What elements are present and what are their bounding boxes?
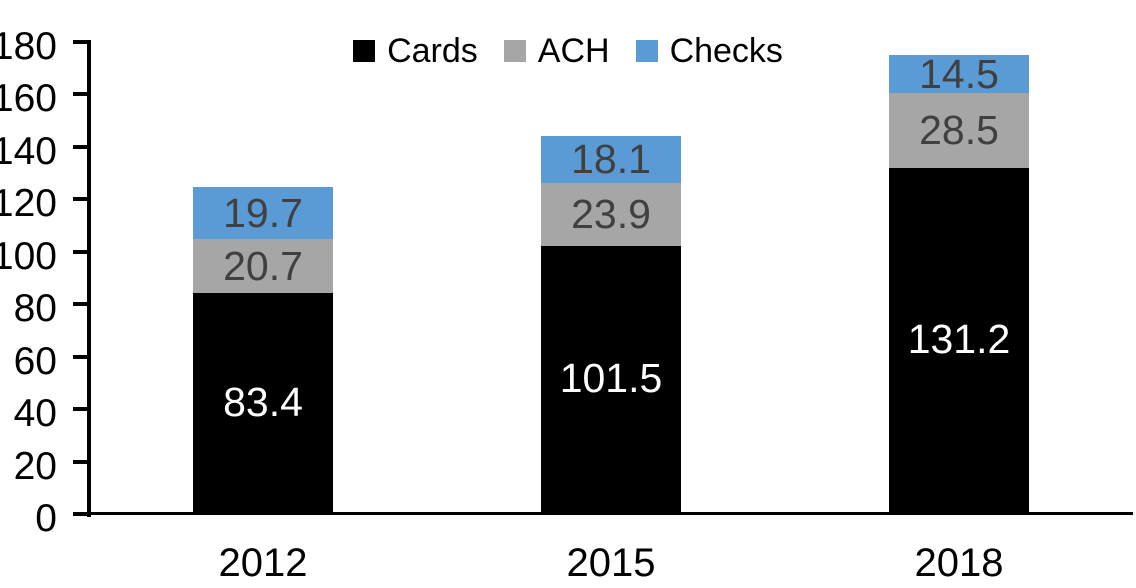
legend-item-checks: Checks bbox=[635, 32, 783, 70]
legend-item-ach: ACH bbox=[503, 32, 610, 70]
y-axis-tick bbox=[73, 302, 87, 307]
y-axis-tick bbox=[73, 354, 87, 359]
y-axis-tick-label: 40 bbox=[13, 392, 57, 436]
y-axis-tick bbox=[73, 197, 87, 202]
bar-segment-ach-2012: 20.7 bbox=[193, 239, 333, 294]
x-axis-category-label: 2015 bbox=[566, 541, 656, 585]
y-axis-tick bbox=[73, 512, 87, 516]
y-axis-tick-label: 0 bbox=[35, 497, 57, 540]
bar-value-label: 28.5 bbox=[919, 107, 999, 154]
y-axis-tick-label: 60 bbox=[13, 339, 57, 383]
bar-segment-cards-2015: 101.5 bbox=[541, 245, 681, 512]
x-axis-category-label: 2018 bbox=[914, 541, 1004, 585]
bar-segment-ach-2018: 28.5 bbox=[889, 93, 1029, 168]
y-axis-tick bbox=[73, 40, 87, 44]
y-axis-tick-label: 160 bbox=[0, 77, 57, 121]
bar-value-label: 20.7 bbox=[223, 242, 303, 289]
y-axis-tick bbox=[73, 459, 87, 464]
bar-value-label: 14.5 bbox=[919, 50, 999, 97]
y-axis-tick bbox=[73, 249, 87, 254]
y-axis-tick bbox=[73, 144, 87, 149]
y-axis-tick-label: 100 bbox=[0, 234, 57, 278]
y-axis-tick-label: 20 bbox=[13, 444, 57, 488]
y-axis-tick bbox=[73, 407, 87, 412]
bar-value-label: 131.2 bbox=[907, 316, 1011, 363]
y-axis-tick bbox=[73, 92, 87, 97]
x-axis-line bbox=[87, 512, 1133, 515]
y-axis-line bbox=[87, 40, 91, 517]
x-axis-category-label: 2012 bbox=[218, 541, 308, 585]
bar-value-label: 83.4 bbox=[223, 379, 303, 426]
bar-value-label: 19.7 bbox=[223, 189, 303, 236]
legend-item-cards: Cards bbox=[353, 34, 478, 68]
y-axis-tick-label: 80 bbox=[13, 287, 57, 331]
legend-label: ACH bbox=[537, 32, 610, 70]
bar-value-label: 101.5 bbox=[559, 355, 663, 402]
bar-value-label: 18.1 bbox=[571, 135, 651, 182]
y-axis-tick-label: 180 bbox=[0, 25, 57, 68]
legend-label: Checks bbox=[669, 32, 783, 70]
bar-segment-checks-2015: 18.1 bbox=[541, 135, 681, 184]
y-axis-tick-label: 140 bbox=[0, 129, 57, 173]
legend-swatch-icon bbox=[353, 40, 376, 62]
chart-legend: Cards ACH Checks bbox=[0, 34, 1136, 68]
legend-swatch-icon bbox=[503, 40, 526, 62]
bar-segment-ach-2015: 23.9 bbox=[541, 183, 681, 246]
bar-segment-cards-2018: 131.2 bbox=[889, 167, 1029, 512]
bar-segment-checks-2018: 14.5 bbox=[889, 50, 1029, 97]
bar-segment-cards-2012: 83.4 bbox=[193, 293, 333, 512]
bar-segment-checks-2012: 19.7 bbox=[193, 187, 333, 240]
legend-swatch-icon bbox=[635, 40, 658, 62]
bar-value-label: 23.9 bbox=[571, 191, 651, 237]
y-axis-tick-label: 120 bbox=[0, 182, 57, 226]
legend-label: Cards bbox=[387, 32, 478, 70]
